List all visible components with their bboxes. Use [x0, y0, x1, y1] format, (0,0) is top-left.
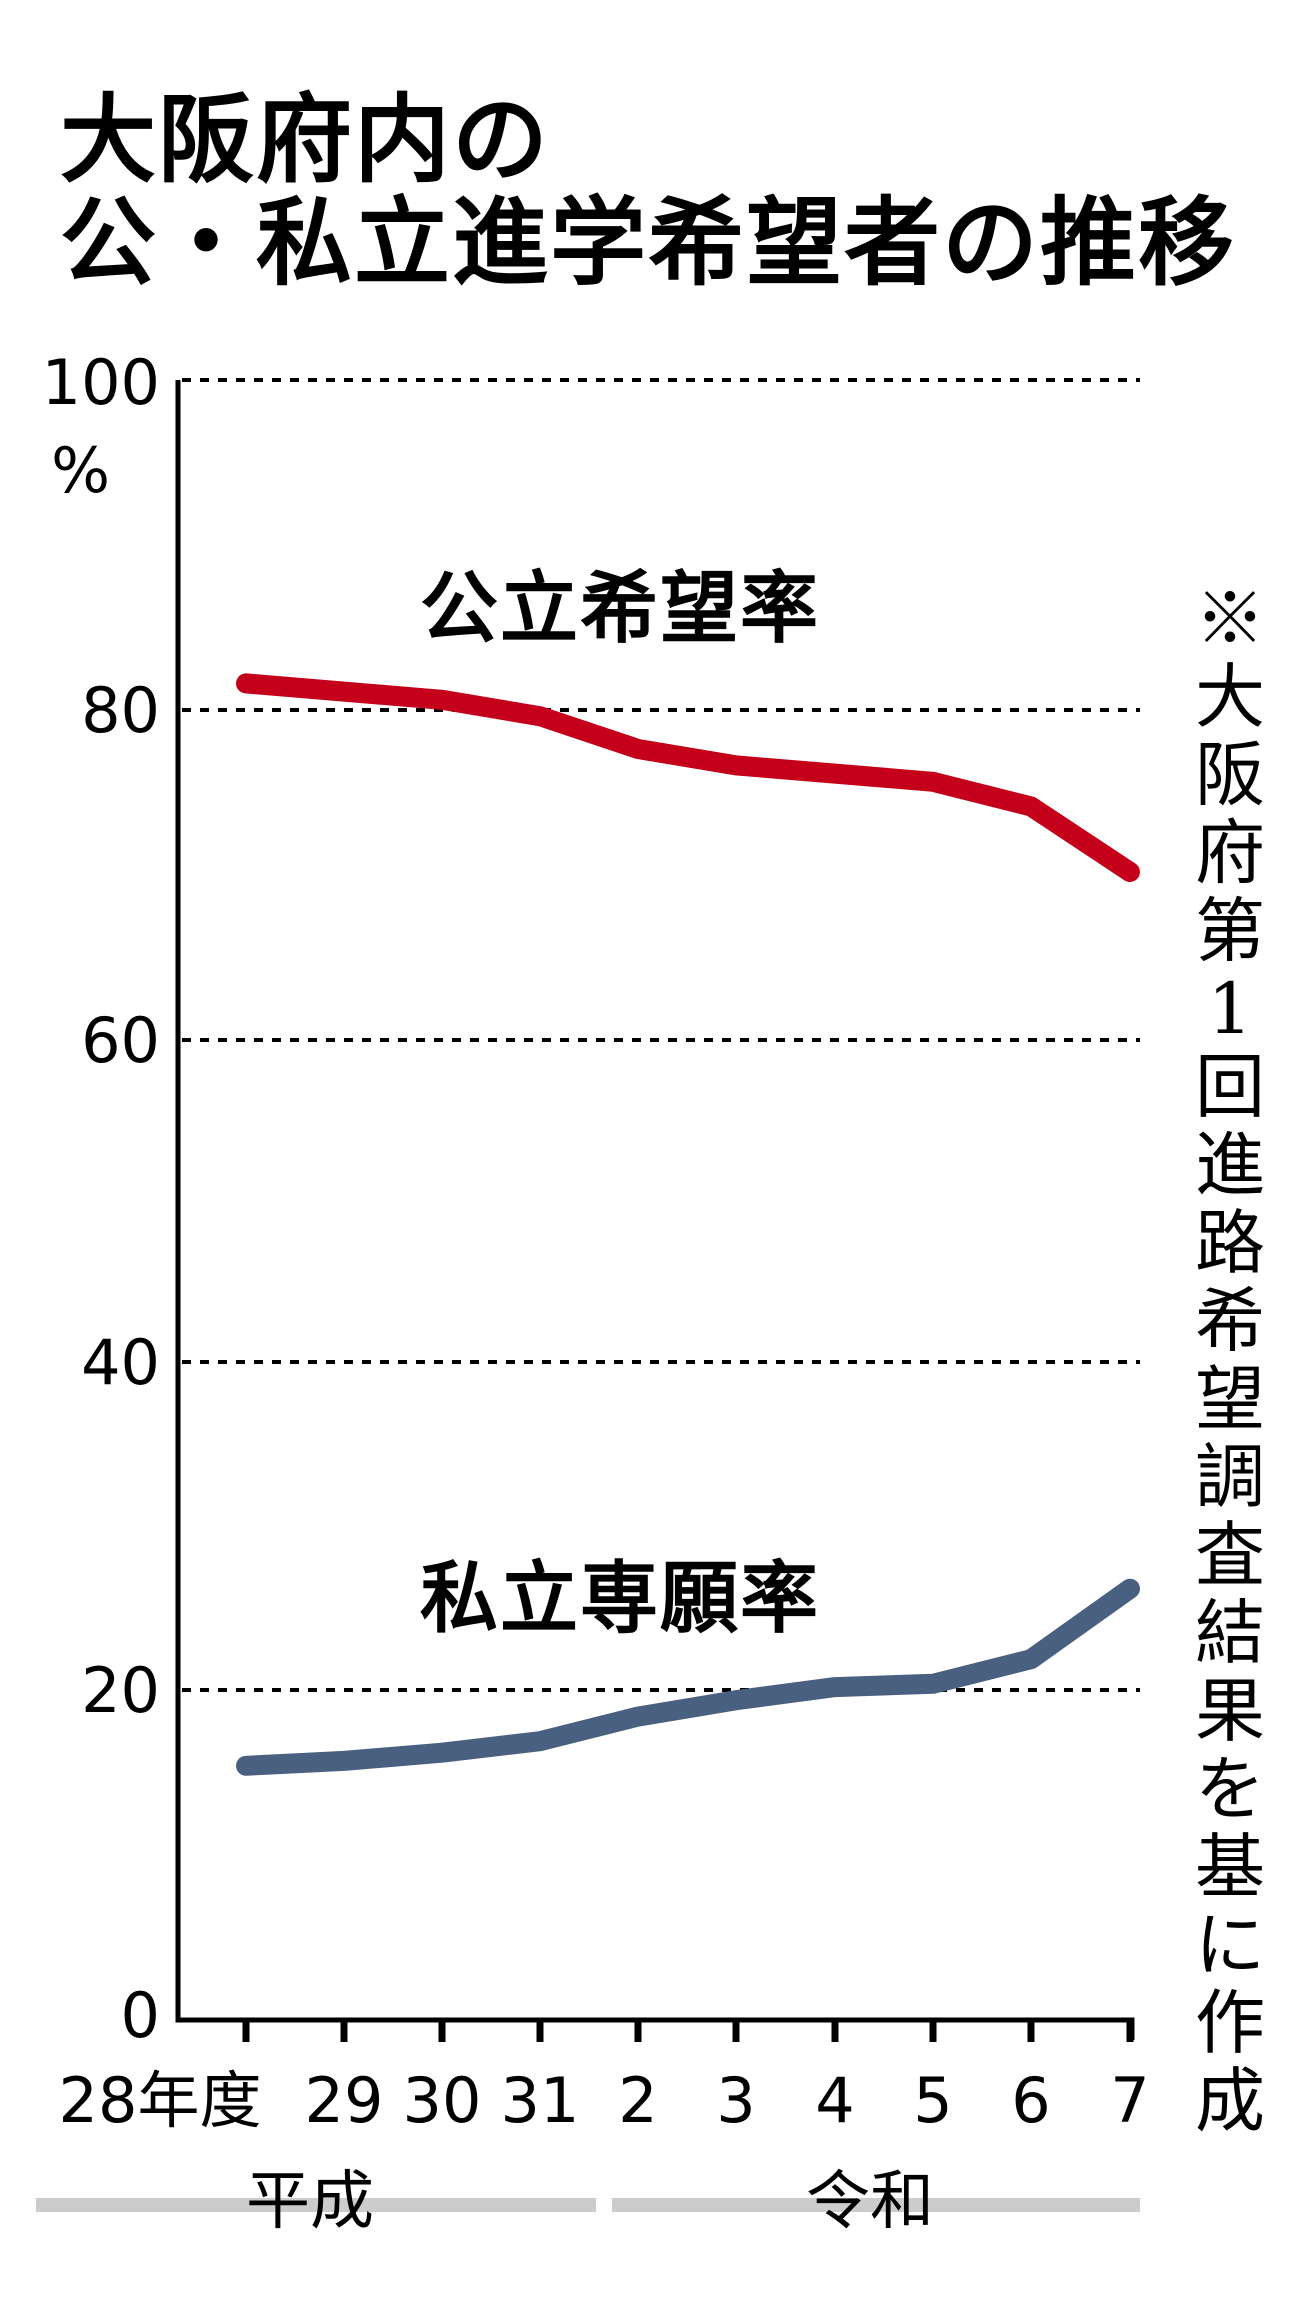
x-tick-r3: 3 — [716, 2064, 756, 2137]
era-bar-heisei — [36, 2198, 596, 2212]
private-rate-label: 私立専願率 — [420, 1554, 821, 1644]
chart-title-line2: 公・私立進学希望者の推移 — [60, 187, 1236, 299]
x-axis-ticks — [242, 2020, 1134, 2042]
x-tick-h28: 28年度 — [58, 2064, 262, 2137]
y-tick-100: 100 — [41, 346, 160, 419]
x-tick-r4: 4 — [815, 2064, 855, 2137]
x-tick-r6: 6 — [1011, 2064, 1051, 2137]
x-tick-r7: 7 — [1110, 2064, 1150, 2137]
public-rate-label: 公立希望率 — [420, 564, 821, 654]
x-tick-h29: 29 — [304, 2064, 384, 2137]
source-note: ※大阪府第1回進路希望調査結果を基に作成 — [1195, 578, 1265, 2142]
private-rate-line — [236, 1578, 1140, 1776]
x-tick-r2: 2 — [618, 2064, 658, 2137]
public-rate-line — [236, 673, 1140, 882]
chart-title-line1: 大阪府内の — [60, 84, 550, 196]
y-unit-label: % — [51, 434, 110, 507]
y-tick-0: 0 — [120, 1979, 160, 2052]
era-label-heisei: 平成 — [246, 2165, 374, 2239]
y-tick-80: 80 — [81, 674, 160, 747]
y-tick-60: 60 — [81, 1004, 160, 1077]
era-label-reiwa: 令和 — [806, 2165, 934, 2239]
gridlines — [182, 378, 1140, 1692]
y-tick-40: 40 — [81, 1326, 160, 1399]
x-tick-r5: 5 — [913, 2064, 953, 2137]
x-tick-h31: 31 — [500, 2064, 580, 2137]
era-bar-reiwa — [612, 2198, 1140, 2212]
y-tick-20: 20 — [81, 1654, 160, 1727]
x-tick-h30: 30 — [402, 2064, 482, 2137]
